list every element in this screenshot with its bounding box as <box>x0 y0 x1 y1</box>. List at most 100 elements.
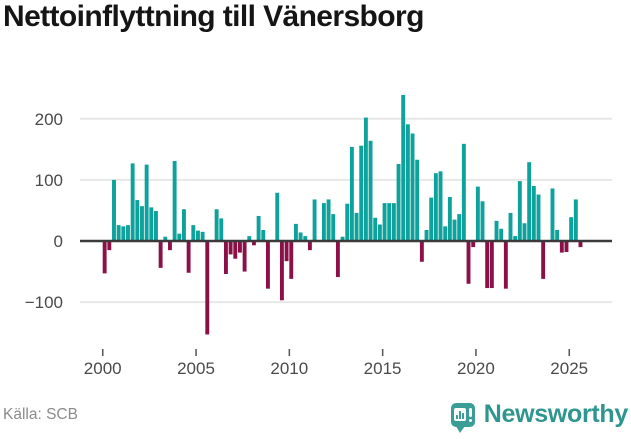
y-tick-label: 100 <box>35 171 63 190</box>
bar-positive <box>527 162 532 241</box>
bar-positive <box>312 199 317 241</box>
bar-positive <box>126 225 130 241</box>
bar-positive <box>214 209 219 241</box>
x-tick-mark <box>568 349 570 356</box>
bar-positive <box>377 224 382 241</box>
bar-positive <box>387 203 392 241</box>
bar-positive <box>298 232 303 241</box>
bar-positive <box>293 223 298 241</box>
bar-positive <box>517 181 522 241</box>
bar-negative <box>466 241 471 284</box>
bar-positive <box>401 94 406 241</box>
bar-positive <box>433 173 438 241</box>
bar-positive <box>569 217 574 241</box>
bar-negative <box>489 241 494 289</box>
newsworthy-logo[interactable]: Newsworthy <box>450 400 629 433</box>
bar-chart-exclamation-badge-icon <box>450 402 475 433</box>
bar-negative <box>578 241 583 248</box>
x-tick-label: 2025 <box>550 359 588 378</box>
bar-negative <box>205 241 210 335</box>
bar-positive <box>513 236 518 241</box>
badge-exclamation-dot <box>468 418 472 422</box>
bar-positive <box>196 230 200 241</box>
bar-positive <box>303 236 308 241</box>
bar-negative <box>503 241 508 289</box>
bar-positive <box>321 203 326 241</box>
bar-positive <box>536 194 541 241</box>
y-tick-label: −100 <box>25 293 63 312</box>
source-label: Källa: SCB <box>3 406 78 423</box>
bar-negative <box>471 241 476 248</box>
bar-positive <box>550 188 555 241</box>
bar-negative <box>168 241 172 251</box>
x-tick-mark <box>381 349 384 356</box>
bar-negative <box>242 241 247 272</box>
bar-positive <box>480 201 485 241</box>
bar-negative <box>559 241 564 253</box>
bar-positive <box>415 159 420 241</box>
bar-positive <box>182 209 186 241</box>
bar-positive <box>130 163 135 241</box>
bar-positive <box>200 231 205 241</box>
bar-positive <box>219 218 224 241</box>
bar-positive <box>345 203 350 241</box>
x-tick-mark <box>475 349 477 356</box>
bar-positive <box>424 230 429 241</box>
bar-negative <box>265 241 270 289</box>
bar-positive <box>144 164 149 242</box>
bar-negative <box>307 241 312 251</box>
bar-negative <box>284 241 289 262</box>
bar-positive <box>391 203 396 241</box>
bar-positive <box>163 236 168 241</box>
x-tick-label: 2020 <box>457 359 495 378</box>
bar-positive <box>573 199 578 241</box>
bar-negative <box>228 241 233 255</box>
bar-negative <box>102 241 107 274</box>
bar-positive <box>368 140 373 241</box>
bar-negative <box>279 241 284 301</box>
bar-positive <box>405 124 410 241</box>
bar-positive <box>247 236 252 241</box>
x-tick-label: 2000 <box>84 359 122 378</box>
net-migration-bar-chart: 200 100 0 −100 2000 2005 2010 2015 2020 2025 <box>25 94 612 378</box>
bar-positive <box>331 214 336 241</box>
bar-negative <box>237 241 242 253</box>
bar-positive <box>499 228 504 241</box>
bar-positive <box>172 160 177 241</box>
bar-negative <box>233 241 238 259</box>
bar-positive <box>135 200 140 241</box>
bar-negative <box>289 241 294 279</box>
bar-positive <box>443 226 448 241</box>
bar-positive <box>256 215 261 241</box>
x-tick-mark <box>102 349 104 356</box>
bar-negative <box>419 241 424 262</box>
bar-positive <box>116 225 121 241</box>
y-tick-label: 200 <box>35 110 63 129</box>
bar-positive <box>154 211 158 241</box>
x-tick-label: 2010 <box>270 359 308 378</box>
bar-negative <box>485 241 490 289</box>
bar-positive <box>522 223 527 241</box>
bar-positive <box>275 192 280 241</box>
bar-positive <box>140 206 144 241</box>
x-tick-mark <box>195 349 197 356</box>
bar-positive <box>359 145 364 241</box>
y-tick-label: 0 <box>54 232 63 251</box>
bar-negative <box>564 241 569 252</box>
bar-positive <box>461 143 466 241</box>
bar-positive <box>354 212 359 241</box>
bar-positive <box>475 186 480 241</box>
bar-positive <box>112 179 116 241</box>
bar-positive <box>373 217 378 241</box>
bar-negative <box>251 241 256 246</box>
bar-negative <box>223 241 228 274</box>
bar-positive <box>340 236 345 241</box>
bar-positive <box>531 186 536 241</box>
bar-positive <box>191 225 196 241</box>
bar-positive <box>149 207 154 241</box>
brand-name: Newsworthy <box>483 400 629 428</box>
bar-positive <box>382 203 387 241</box>
bar-positive <box>349 146 354 241</box>
bar-positive <box>457 214 462 241</box>
